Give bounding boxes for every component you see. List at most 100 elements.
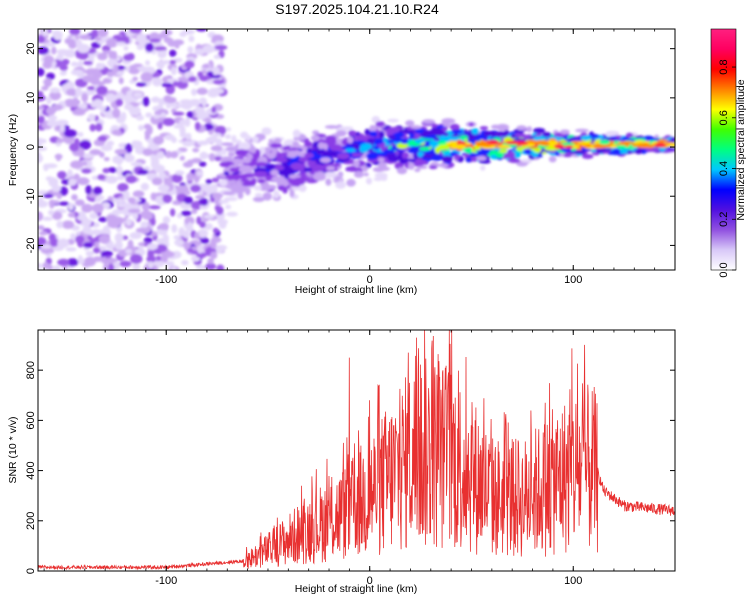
heatmap-cell <box>433 137 441 142</box>
heatmap-cell <box>554 151 561 156</box>
heatmap-cell <box>38 35 45 44</box>
heatmap-cell <box>347 136 354 144</box>
heatmap-cell <box>132 76 139 82</box>
heatmap-cell <box>124 103 134 111</box>
heatmap-cell <box>138 65 148 73</box>
heatmap-cell <box>498 148 508 153</box>
heatmap-cell <box>38 137 45 144</box>
heatmap-cell <box>90 229 103 236</box>
heatmap-cell <box>211 185 218 194</box>
colorbar-tick-label: 0.4 <box>718 161 730 176</box>
heatmap-cell <box>250 146 257 154</box>
heatmap-cell <box>205 262 217 270</box>
heatmap-cell <box>483 130 495 136</box>
heatmap-cell <box>172 81 180 87</box>
heatmap-cell <box>309 170 316 175</box>
heatmap-cell <box>132 191 144 198</box>
heatmap-cell <box>396 143 408 149</box>
heatmap-cell <box>203 123 214 131</box>
heatmap-cell <box>38 236 47 246</box>
heatmap-cell <box>125 248 133 254</box>
heatmap-cell <box>69 29 81 36</box>
heatmap-cell <box>437 144 451 150</box>
heatmap-cell <box>254 161 268 167</box>
heatmap-cell <box>92 247 101 254</box>
colorbar-gradient <box>710 28 737 271</box>
y-tick-label: 200 <box>25 512 37 530</box>
heatmap-cell <box>158 222 169 230</box>
heatmap-cell <box>325 150 339 157</box>
heatmap-cell <box>46 106 56 116</box>
heatmap-cell <box>105 175 118 184</box>
heatmap-cell <box>197 140 209 146</box>
heatmap-cell <box>194 105 203 115</box>
heatmap-cell <box>61 220 75 230</box>
heatmap-cell <box>598 140 611 145</box>
heatmap-cell <box>120 111 127 122</box>
y-tick-label: 0 <box>25 568 37 574</box>
heatmap-cell <box>81 161 88 166</box>
heatmap-cell <box>465 147 473 154</box>
heatmap-cell <box>449 151 458 156</box>
heatmap-cell <box>409 146 418 154</box>
heatmap-cell <box>194 121 201 131</box>
heatmap-cell <box>112 108 121 119</box>
heatmap-cell <box>190 184 202 193</box>
heatmap-cell <box>475 152 483 157</box>
heatmap-cell <box>185 132 192 141</box>
heatmap-cell <box>158 172 167 180</box>
heatmap-cell <box>51 184 62 193</box>
heatmap-cell <box>238 145 246 151</box>
heatmap-cell <box>127 239 134 250</box>
heatmap-cell <box>516 125 527 131</box>
heatmap-cell <box>41 85 49 91</box>
heatmap-cell <box>292 141 300 146</box>
heatmap-cell <box>51 211 63 220</box>
heatmap-cell <box>96 85 108 95</box>
heatmap-cell <box>199 153 212 159</box>
heatmap-cell <box>254 192 263 198</box>
heatmap-cell <box>526 126 532 133</box>
heatmap-cell <box>275 156 288 163</box>
heatmap-cell <box>480 165 486 171</box>
heatmap-cell <box>158 184 170 193</box>
heatmap-cell <box>117 202 127 208</box>
heatmap-cell <box>76 211 87 221</box>
heatmap-cell <box>169 60 177 65</box>
x-tick-label: -100 <box>155 575 177 587</box>
heatmap-cell <box>97 174 106 181</box>
heatmap-cell <box>148 205 161 210</box>
heatmap-cell <box>187 46 194 54</box>
heatmap-cell <box>67 169 73 177</box>
heatmap-cell <box>70 61 79 67</box>
heatmap-cell <box>396 167 408 175</box>
heatmap-cell <box>228 151 236 158</box>
heatmap-cell <box>123 45 129 51</box>
heatmap-cell <box>82 225 92 235</box>
heatmap-cell <box>197 245 204 254</box>
heatmap-cell <box>160 112 167 118</box>
heatmap-cell <box>438 163 449 168</box>
heatmap-cell <box>226 211 238 217</box>
heatmap-cell <box>147 261 154 269</box>
heatmap-cell <box>225 204 232 210</box>
heatmap-cell <box>324 125 339 129</box>
y-tick-label: 400 <box>25 461 37 479</box>
heatmap-cell <box>262 192 272 201</box>
heatmap-cell <box>618 148 628 154</box>
heatmap-cell <box>389 126 403 131</box>
heatmap-cell <box>59 70 67 76</box>
heatmap-cell <box>102 167 111 174</box>
heatmap-cell <box>219 179 228 187</box>
heatmap-cell <box>304 140 313 148</box>
heatmap-cell <box>575 128 589 133</box>
heatmap-cell <box>298 184 307 193</box>
heatmap-cell <box>70 160 84 169</box>
heatmap-cell <box>120 35 130 42</box>
heatmap-cell <box>592 143 606 149</box>
heatmap-cell <box>298 156 309 162</box>
heatmap-cell <box>48 114 58 121</box>
heatmap-cell <box>169 208 176 217</box>
heatmap-cell <box>130 161 143 167</box>
heatmap-cell <box>353 143 359 150</box>
